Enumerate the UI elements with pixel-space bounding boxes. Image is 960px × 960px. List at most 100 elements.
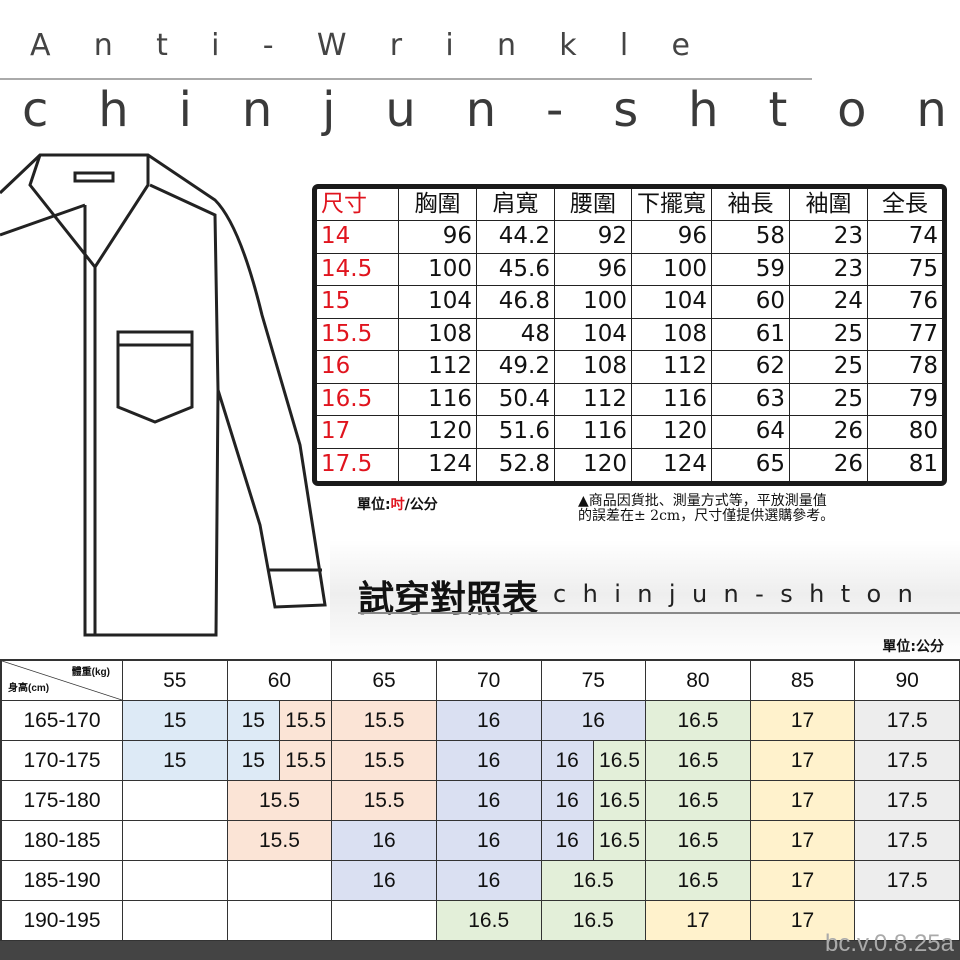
- size-value: 58: [712, 221, 790, 254]
- size-value: 46.8: [477, 286, 555, 319]
- size-value: 61: [712, 318, 790, 352]
- size-cell: 17.5: [855, 781, 960, 821]
- size-value: 62: [712, 351, 790, 384]
- height-label: 190-195: [2, 901, 123, 941]
- weight-header: 90: [855, 661, 960, 701]
- size-unit: 單位:吋/公分: [357, 494, 438, 514]
- size-cell: 16.5: [593, 741, 647, 781]
- size-value: 25: [790, 351, 868, 384]
- size-value: 100: [399, 253, 477, 287]
- letter: h: [98, 82, 129, 138]
- letter: c: [553, 580, 567, 608]
- letter: s: [780, 580, 793, 608]
- size-value: 49.2: [477, 351, 555, 384]
- size-cell: 16.5: [646, 821, 751, 861]
- size-label: 15: [317, 286, 399, 319]
- size-value: 124: [632, 448, 712, 481]
- column-header: 腰圍: [555, 189, 632, 222]
- size-cell: 16: [541, 821, 594, 861]
- letter: k: [559, 28, 577, 63]
- letter: l: [619, 28, 629, 63]
- size-cell: 17: [750, 901, 856, 941]
- size-value: 45.6: [477, 253, 555, 287]
- size-value: 52.8: [477, 448, 555, 481]
- column-header: 肩寬: [477, 189, 555, 222]
- letter: n: [93, 28, 113, 63]
- size-label: 17: [317, 416, 399, 449]
- size-cell: 15: [123, 741, 228, 781]
- fit-chart-table: 體重(kg) 身高(cm) 55 60 65 70 75 80 85 90 165-170 15 15 1…: [0, 659, 960, 941]
- size-value: 108: [632, 318, 712, 352]
- size-value: 25: [790, 383, 868, 417]
- size-value: 80: [868, 416, 942, 449]
- measurement-note: ▲商品因貨批、測量方式等，平放測量值 的誤差在± 2cm，尺寸僅提供選購參考。: [578, 494, 834, 524]
- letter: n: [916, 82, 947, 138]
- letter: -: [546, 82, 564, 138]
- size-value: 100: [632, 253, 712, 287]
- unit-prefix: 單位:: [357, 497, 391, 513]
- size-value: 116: [399, 383, 477, 417]
- column-header: 尺寸: [317, 189, 399, 222]
- shirt-illustration: [0, 153, 327, 637]
- height-label: 170-175: [2, 741, 123, 781]
- size-cell: 16.5: [541, 901, 647, 941]
- column-header: 下擺寬: [632, 189, 712, 222]
- size-value: 96: [555, 253, 632, 287]
- height-label: 185-190: [2, 861, 123, 901]
- weight-header: 70: [436, 661, 542, 701]
- letter: -: [262, 28, 274, 63]
- size-cell: 17: [750, 821, 856, 861]
- size-cell: 17.5: [855, 741, 960, 781]
- letter: i: [178, 82, 192, 138]
- column-header: 袖長: [712, 189, 790, 222]
- size-value: 120: [555, 448, 632, 481]
- size-cell: [123, 861, 228, 901]
- size-value: 23: [790, 253, 868, 287]
- height-axis-label: 身高(cm): [8, 683, 50, 694]
- letter: n: [637, 580, 653, 608]
- size-value: 76: [868, 286, 942, 319]
- size-value: 65: [712, 448, 790, 481]
- size-value: 59: [712, 253, 790, 287]
- size-cell: 15.5: [279, 741, 333, 781]
- divider: [358, 612, 960, 614]
- unit-inch: 吋: [390, 497, 405, 513]
- column-header: 袖圍: [790, 189, 868, 222]
- letter: i: [211, 28, 220, 63]
- size-cell: [123, 781, 228, 821]
- letter: W: [316, 28, 347, 63]
- size-cell: 17: [750, 741, 856, 781]
- size-cell: 16: [436, 861, 542, 901]
- size-value: 23: [790, 221, 868, 254]
- size-value: 104: [632, 286, 712, 319]
- letter: i: [614, 580, 621, 608]
- letter: u: [385, 82, 416, 138]
- size-cell: 16.5: [646, 701, 751, 741]
- size-value: 96: [399, 221, 477, 254]
- size-cell: [227, 861, 333, 901]
- size-cell: [227, 901, 333, 941]
- note-line: ▲商品因貨批、測量方式等，平放測量值: [578, 493, 827, 509]
- size-label: 15.5: [317, 318, 399, 352]
- letter: t: [768, 82, 788, 138]
- background-band: [330, 540, 960, 660]
- letter: o: [866, 580, 882, 608]
- letter: h: [688, 82, 719, 138]
- size-label: 16: [317, 351, 399, 384]
- column-header: 全長: [868, 189, 942, 222]
- size-cell: 16.5: [436, 901, 542, 941]
- letter: n: [723, 580, 739, 608]
- size-value: 75: [868, 254, 942, 287]
- letter: h: [582, 580, 598, 608]
- size-value: 79: [868, 384, 942, 417]
- letter: -: [755, 580, 764, 608]
- letter: t: [156, 28, 168, 63]
- size-value: 48: [477, 318, 555, 352]
- size-cell: 15.5: [332, 781, 437, 821]
- size-value: 50.4: [477, 383, 555, 417]
- corner-header: 體重(kg) 身高(cm): [2, 661, 123, 701]
- size-cell: 17: [750, 701, 856, 741]
